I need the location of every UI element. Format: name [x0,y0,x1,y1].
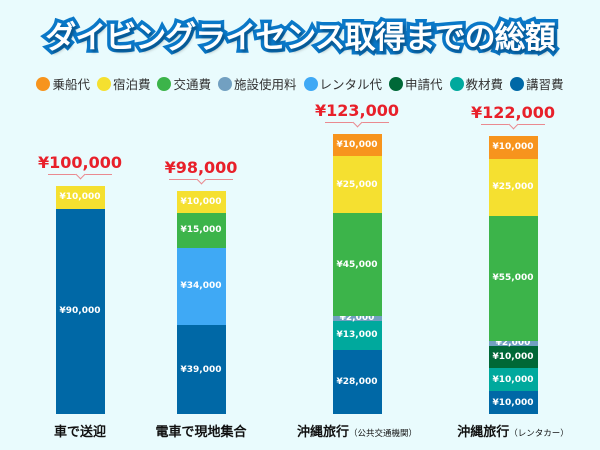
bar-segment: ¥13,000 [332,320,382,351]
legend-label: 乗船代 [52,77,90,92]
segment-label: ¥34,000 [180,281,222,292]
bar-segment: ¥10,000 [55,186,105,209]
segment-label: ¥10,000 [59,192,101,203]
legend-item: 申請代 [389,74,443,93]
bar-segment: ¥45,000 [332,213,382,316]
bar-segment: ¥90,000 [55,208,105,414]
legend-dot-icon [389,76,404,91]
bar-segment: ¥10,000 [488,368,538,392]
total-label: ¥100,000 [37,153,122,172]
legend-dot-icon [157,76,172,91]
segment-label: ¥25,000 [336,179,378,190]
segment-label: ¥90,000 [59,306,101,317]
legend-label: 講習費 [526,77,564,92]
bar-segment: ¥10,000 [176,190,226,214]
legend-item: 施設使用料 [217,74,297,93]
bar-segment: ¥28,000 [332,350,382,414]
legend-label: 交通費 [173,77,211,92]
segment-label: ¥2,000 [495,338,531,349]
legend-label: 宿泊費 [112,77,151,92]
bar-segment: ¥2,000 [332,313,382,324]
legend-dot-icon [510,76,525,91]
legend-item: 教材費 [449,74,504,93]
category-label: 電車で現地集合 [111,421,291,440]
segment-label: ¥55,000 [492,273,534,284]
bar-segment: ¥25,000 [332,156,382,214]
legend-item: 宿泊費 [96,74,151,93]
legend-dot-icon [217,76,232,91]
bar-segment: ¥15,000 [176,213,226,248]
bar-segment: ¥2,000 [488,338,538,349]
segment-label: ¥10,000 [180,196,222,207]
legend-dot-icon [303,76,318,91]
legend-label: レンタル代 [319,77,383,92]
category-sub: （レンタカー） [509,429,569,439]
total-label: ¥122,000 [470,102,555,122]
category-main: 車で送迎 [53,425,106,440]
segment-label: ¥28,000 [336,377,378,388]
category-main: 沖縄旅行 [296,425,349,440]
legend-dot-icon [449,76,464,91]
segment-label: ¥25,000 [492,182,534,193]
bar-segment: ¥39,000 [176,325,226,414]
category-sub: （公共交通機関） [349,429,418,439]
segment-label: ¥10,000 [492,142,534,153]
bar-segment: ¥10,000 [488,391,538,414]
category-main: 電車で現地集合 [155,425,247,440]
segment-label: ¥45,000 [336,259,378,270]
segment-label: ¥10,000 [336,139,378,150]
bar-segment: ¥25,000 [488,158,538,216]
legend-label: 教材費 [465,77,504,92]
bar-segment: ¥55,000 [488,215,538,342]
total-label: ¥98,000 [164,157,238,177]
legend-label: 施設使用料 [233,77,297,92]
category-main: 沖縄旅行 [457,425,510,440]
category-label: 沖縄旅行（公共交通機関） [267,421,447,440]
segment-label: ¥10,000 [492,351,534,362]
segment-label: ¥10,000 [492,374,534,385]
legend: 乗船代 宿泊費 交通費 施設使用料 レンタル代 申請代 教材費 講習費 [0,74,600,93]
segment-label: ¥10,000 [492,397,534,408]
bar-segment: ¥10,000 [488,345,538,369]
segment-label: ¥2,000 [339,313,375,324]
segment-label: ¥39,000 [180,364,222,375]
legend-item: 講習費 [510,74,564,93]
chart-title: ダイビングライセンス取得までの総額 [42,17,559,60]
legend-item: 交通費 [157,74,211,93]
bar-segment: ¥34,000 [176,247,226,326]
legend-item: レンタル代 [303,74,383,93]
legend-item: 乗船代 [36,74,90,93]
category-label: 車で送迎 [0,421,170,440]
bar-segment: ¥10,000 [488,135,538,159]
segment-label: ¥13,000 [336,330,378,341]
legend-dot-icon [96,76,111,91]
legend-label: 申請代 [405,77,443,92]
bar-segment: ¥10,000 [332,133,382,157]
total-label: ¥123,000 [314,100,399,120]
legend-dot-icon [36,76,51,91]
category-label: 沖縄旅行（レンタカー） [423,421,600,440]
segment-label: ¥15,000 [180,225,222,236]
